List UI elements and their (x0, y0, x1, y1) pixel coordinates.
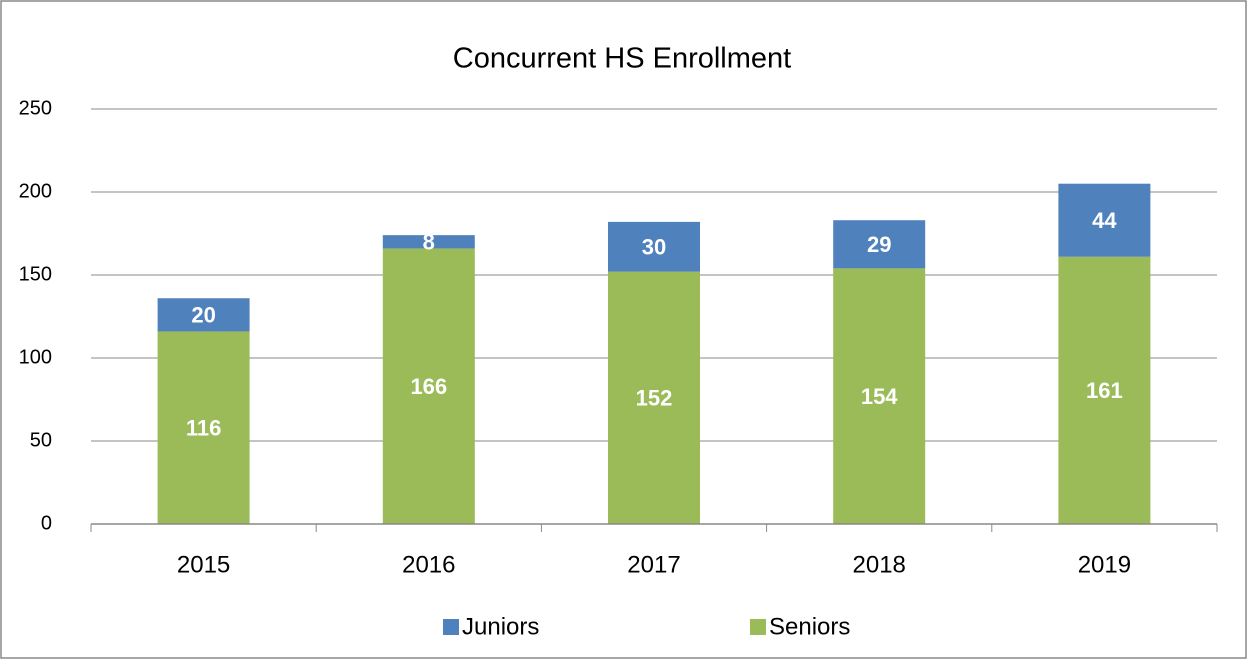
x-tick-label: 2018 (853, 551, 906, 578)
x-tick-label: 2017 (627, 551, 680, 578)
bar-segment (608, 271, 700, 524)
y-tick-label: 100 (19, 346, 52, 368)
legend-swatch (750, 619, 766, 635)
data-label: 44 (1092, 208, 1117, 233)
bar-segment (157, 298, 250, 332)
data-label: 29 (867, 232, 891, 257)
bar-segment (157, 331, 250, 524)
x-tick-label: 2016 (402, 551, 455, 578)
y-tick-label: 200 (19, 180, 52, 202)
chart-title: Concurrent HS Enrollment (453, 43, 791, 75)
bar-segment (608, 221, 700, 272)
bar-segment (1058, 256, 1151, 524)
data-label: 8 (423, 230, 435, 255)
data-label: 154 (861, 384, 898, 409)
bar-segment (382, 248, 475, 524)
legend-swatch (443, 619, 459, 635)
data-label: 116 (186, 416, 222, 441)
bar-segment (833, 220, 926, 269)
y-tick-label: 50 (30, 429, 52, 451)
x-tick-label: 2015 (177, 551, 230, 578)
bar-segment (1058, 183, 1151, 257)
x-tick-label: 2019 (1078, 551, 1131, 578)
y-tick-label: 150 (19, 263, 52, 285)
data-label: 161 (1086, 378, 1123, 403)
legend-label: Seniors (769, 613, 850, 640)
data-label: 166 (410, 374, 447, 399)
bar-segment (833, 268, 926, 524)
data-label: 152 (636, 386, 673, 411)
data-label: 20 (191, 303, 215, 328)
y-tick-label: 0 (41, 512, 52, 534)
y-tick-label: 250 (19, 97, 52, 119)
legend-label: Juniors (462, 613, 539, 640)
data-label: 30 (642, 235, 666, 260)
bar-segment (382, 235, 475, 249)
